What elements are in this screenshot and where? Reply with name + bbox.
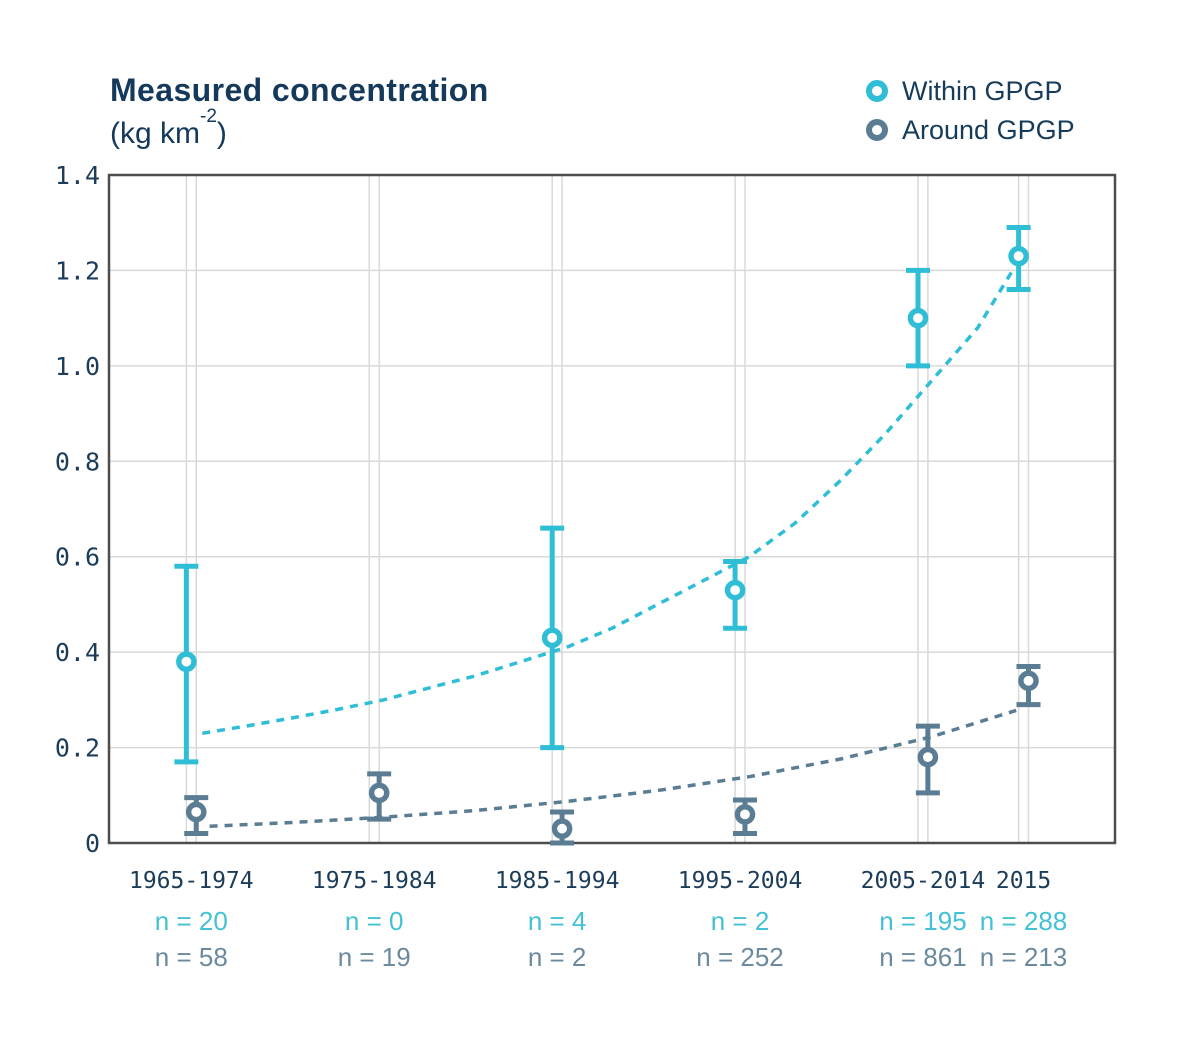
- n-label-within-gpgp: n = 195: [879, 906, 966, 936]
- y-tick-label: 0.2: [55, 734, 100, 763]
- data-point-around-gpgp: [1018, 670, 1039, 692]
- n-label-within-gpgp: n = 4: [528, 906, 587, 936]
- around-gpgp-ring-icon: [866, 119, 888, 141]
- y-tick-label: 0.6: [55, 543, 100, 572]
- data-point-within-gpgp: [907, 307, 929, 329]
- trend-line-around-gpgp: [209, 708, 1017, 829]
- chart-unit-label: (kg km-2): [110, 106, 227, 151]
- y-tick-label: 0: [85, 829, 100, 858]
- n-label-within-gpgp: n = 288: [980, 906, 1067, 936]
- data-point-within-gpgp: [1008, 245, 1029, 267]
- data-point-within-gpgp: [176, 651, 197, 672]
- legend-label: Around GPGP: [902, 114, 1075, 145]
- data-point-around-gpgp: [734, 804, 756, 825]
- x-category-label: 1965-1974: [129, 868, 254, 894]
- x-category-label: 2005-2014: [861, 868, 986, 894]
- data-point-around-gpgp: [368, 782, 390, 804]
- within-gpgp-ring-icon: [866, 80, 888, 102]
- x-category-label: 1995-2004: [678, 868, 803, 894]
- y-tick-label: 0.4: [55, 638, 100, 667]
- plot-frame: [107, 173, 1117, 845]
- x-category-label: 1985-1994: [495, 868, 620, 894]
- y-tick-label: 0.8: [55, 447, 100, 476]
- unit-open: (kg km: [110, 117, 200, 150]
- data-point-around-gpgp: [551, 818, 573, 839]
- y-tick-label: 1.4: [55, 161, 100, 190]
- x-category-label: 1975-1984: [312, 868, 437, 894]
- unit-exponent: -2: [200, 106, 217, 127]
- legend-item-within-gpgp: Within GPGP: [866, 74, 1075, 108]
- legend: Within GPGP Around GPGP: [866, 74, 1075, 152]
- n-label-around-gpgp: n = 213: [980, 942, 1067, 972]
- n-label-within-gpgp: n = 0: [345, 906, 404, 936]
- data-point-within-gpgp: [724, 579, 746, 601]
- n-label-around-gpgp: n = 2: [528, 942, 587, 972]
- data-point-around-gpgp: [917, 746, 939, 768]
- y-tick-label: 1.0: [55, 352, 100, 381]
- n-label-around-gpgp: n = 19: [338, 942, 411, 972]
- trend-line-within-gpgp: [202, 269, 1015, 736]
- n-label-around-gpgp: n = 58: [155, 942, 228, 972]
- legend-item-around-gpgp: Around GPGP: [866, 113, 1075, 147]
- chart-title: Measured concentration: [110, 72, 489, 108]
- y-tick-label: 1.2: [55, 256, 100, 285]
- x-category-label: 2015: [996, 868, 1051, 894]
- n-label-around-gpgp: n = 861: [879, 942, 966, 972]
- n-label-within-gpgp: n = 2: [711, 906, 770, 936]
- data-point-within-gpgp: [541, 627, 563, 649]
- data-point-around-gpgp: [185, 801, 207, 823]
- legend-label: Within GPGP: [902, 75, 1063, 106]
- n-label-within-gpgp: n = 20: [155, 906, 228, 936]
- n-label-around-gpgp: n = 252: [696, 942, 783, 972]
- unit-close: ): [216, 117, 227, 150]
